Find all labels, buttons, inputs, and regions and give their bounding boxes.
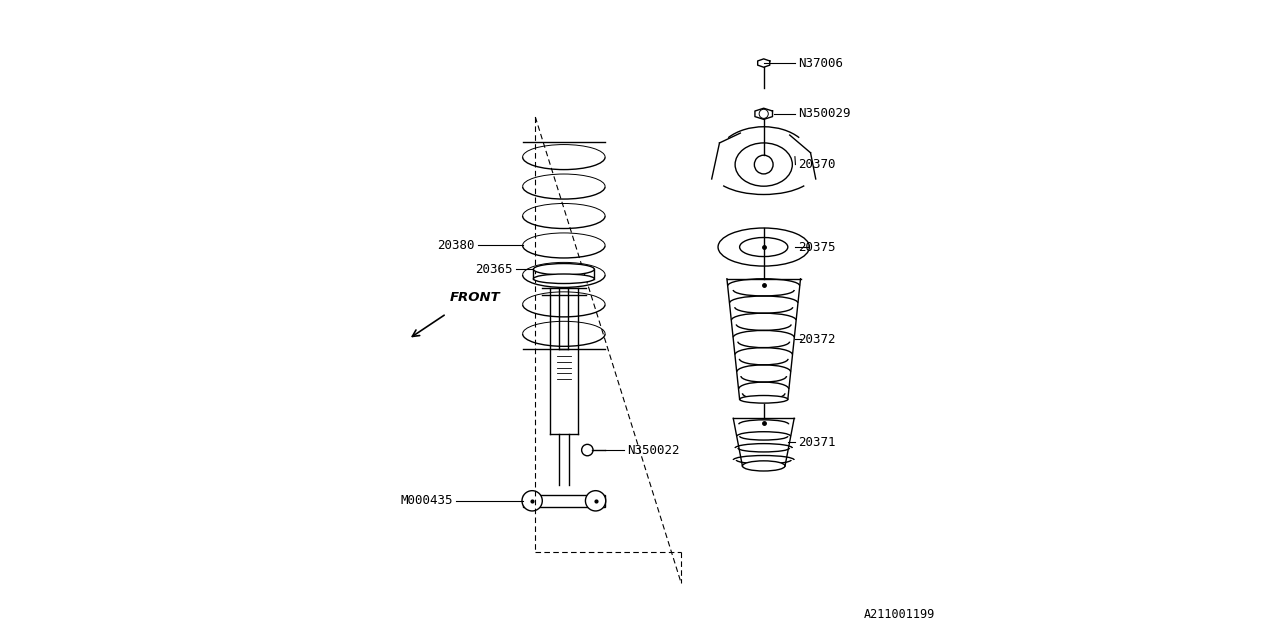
Text: FRONT: FRONT: [449, 291, 500, 304]
Circle shape: [585, 491, 605, 511]
Ellipse shape: [534, 274, 594, 284]
Ellipse shape: [718, 228, 809, 266]
Text: 20372: 20372: [799, 333, 836, 346]
Circle shape: [759, 109, 768, 118]
Text: 20370: 20370: [799, 158, 836, 171]
Ellipse shape: [742, 461, 785, 471]
Text: A211001199: A211001199: [864, 609, 934, 621]
Circle shape: [581, 444, 593, 456]
Circle shape: [754, 155, 773, 174]
Ellipse shape: [740, 237, 787, 257]
Ellipse shape: [534, 264, 594, 275]
Ellipse shape: [735, 143, 792, 186]
Ellipse shape: [740, 396, 787, 403]
Text: N37006: N37006: [799, 56, 844, 70]
Text: 20371: 20371: [799, 436, 836, 449]
Text: 20380: 20380: [438, 239, 475, 252]
Circle shape: [522, 491, 543, 511]
Text: 20365: 20365: [476, 263, 513, 276]
Text: 20375: 20375: [799, 241, 836, 253]
Text: M000435: M000435: [401, 494, 453, 508]
Text: N350029: N350029: [799, 108, 851, 120]
Text: N350022: N350022: [627, 444, 680, 456]
Bar: [522, 495, 605, 506]
